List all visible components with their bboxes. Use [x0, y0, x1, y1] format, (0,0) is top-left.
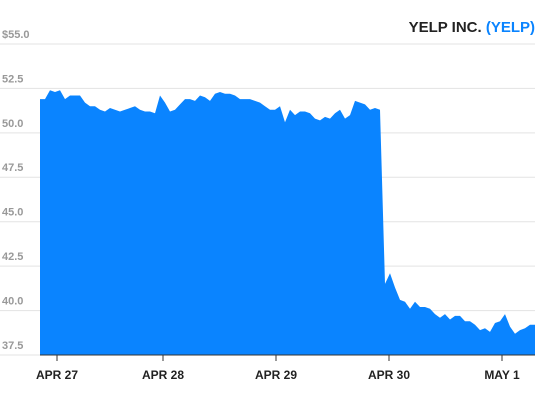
chart-title: YELP INC. (YELP) [409, 19, 535, 36]
x-tick-label: MAY 1 [484, 368, 520, 382]
price-area [40, 90, 535, 355]
y-tick-label: 50.0 [2, 118, 23, 130]
x-tick-label: APR 29 [255, 368, 297, 382]
x-tick-label: APR 27 [36, 368, 78, 382]
x-tick-label: APR 30 [368, 368, 410, 382]
y-tick-label: 52.5 [2, 73, 23, 85]
company-name: YELP INC. [409, 19, 482, 36]
y-tick-label: 47.5 [2, 162, 23, 174]
y-tick-label: $55.0 [2, 29, 30, 41]
y-tick-label: 40.0 [2, 295, 23, 307]
x-tick-label: APR 28 [142, 368, 184, 382]
y-tick-label: 37.5 [2, 340, 23, 352]
y-tick-label: 42.5 [2, 251, 23, 263]
y-tick-label: 45.0 [2, 207, 23, 219]
ticker: (YELP) [486, 19, 535, 36]
